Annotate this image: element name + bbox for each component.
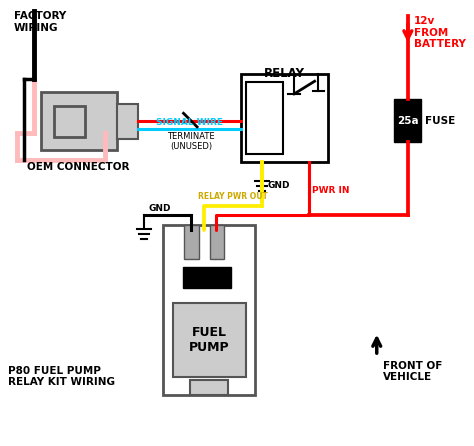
Text: FUEL
PUMP: FUEL PUMP <box>189 326 229 354</box>
Bar <box>394 99 421 142</box>
Text: FACTORY
WIRING: FACTORY WIRING <box>14 11 66 33</box>
Text: GND: GND <box>148 204 171 213</box>
Bar <box>117 103 138 139</box>
Text: TERMINATE
(UNUSED): TERMINATE (UNUSED) <box>167 132 215 151</box>
Bar <box>173 303 246 377</box>
Bar <box>210 225 224 259</box>
Bar <box>41 92 117 150</box>
Bar <box>117 103 138 139</box>
Bar <box>41 92 117 150</box>
Text: 25a: 25a <box>397 116 419 126</box>
Bar <box>191 380 228 395</box>
Text: GND: GND <box>267 181 290 190</box>
Text: P80 FUEL PUMP
RELAY KIT WIRING: P80 FUEL PUMP RELAY KIT WIRING <box>8 366 115 387</box>
Text: SIGNAL WIRE: SIGNAL WIRE <box>156 118 223 127</box>
Bar <box>184 225 199 259</box>
Bar <box>241 74 328 162</box>
Bar <box>55 106 85 136</box>
Bar <box>246 82 283 154</box>
Text: FRONT OF
VEHICLE: FRONT OF VEHICLE <box>383 361 442 383</box>
Bar <box>163 225 255 395</box>
Text: PWR IN: PWR IN <box>312 186 349 195</box>
Text: RELAY PWR OUT: RELAY PWR OUT <box>198 192 268 201</box>
Text: FUSE: FUSE <box>425 116 456 126</box>
Text: OEM CONNECTOR: OEM CONNECTOR <box>27 162 130 172</box>
Text: RELAY: RELAY <box>264 66 305 80</box>
Text: 12v
FROM
BATTERY: 12v FROM BATTERY <box>414 16 465 50</box>
Bar <box>182 267 231 288</box>
